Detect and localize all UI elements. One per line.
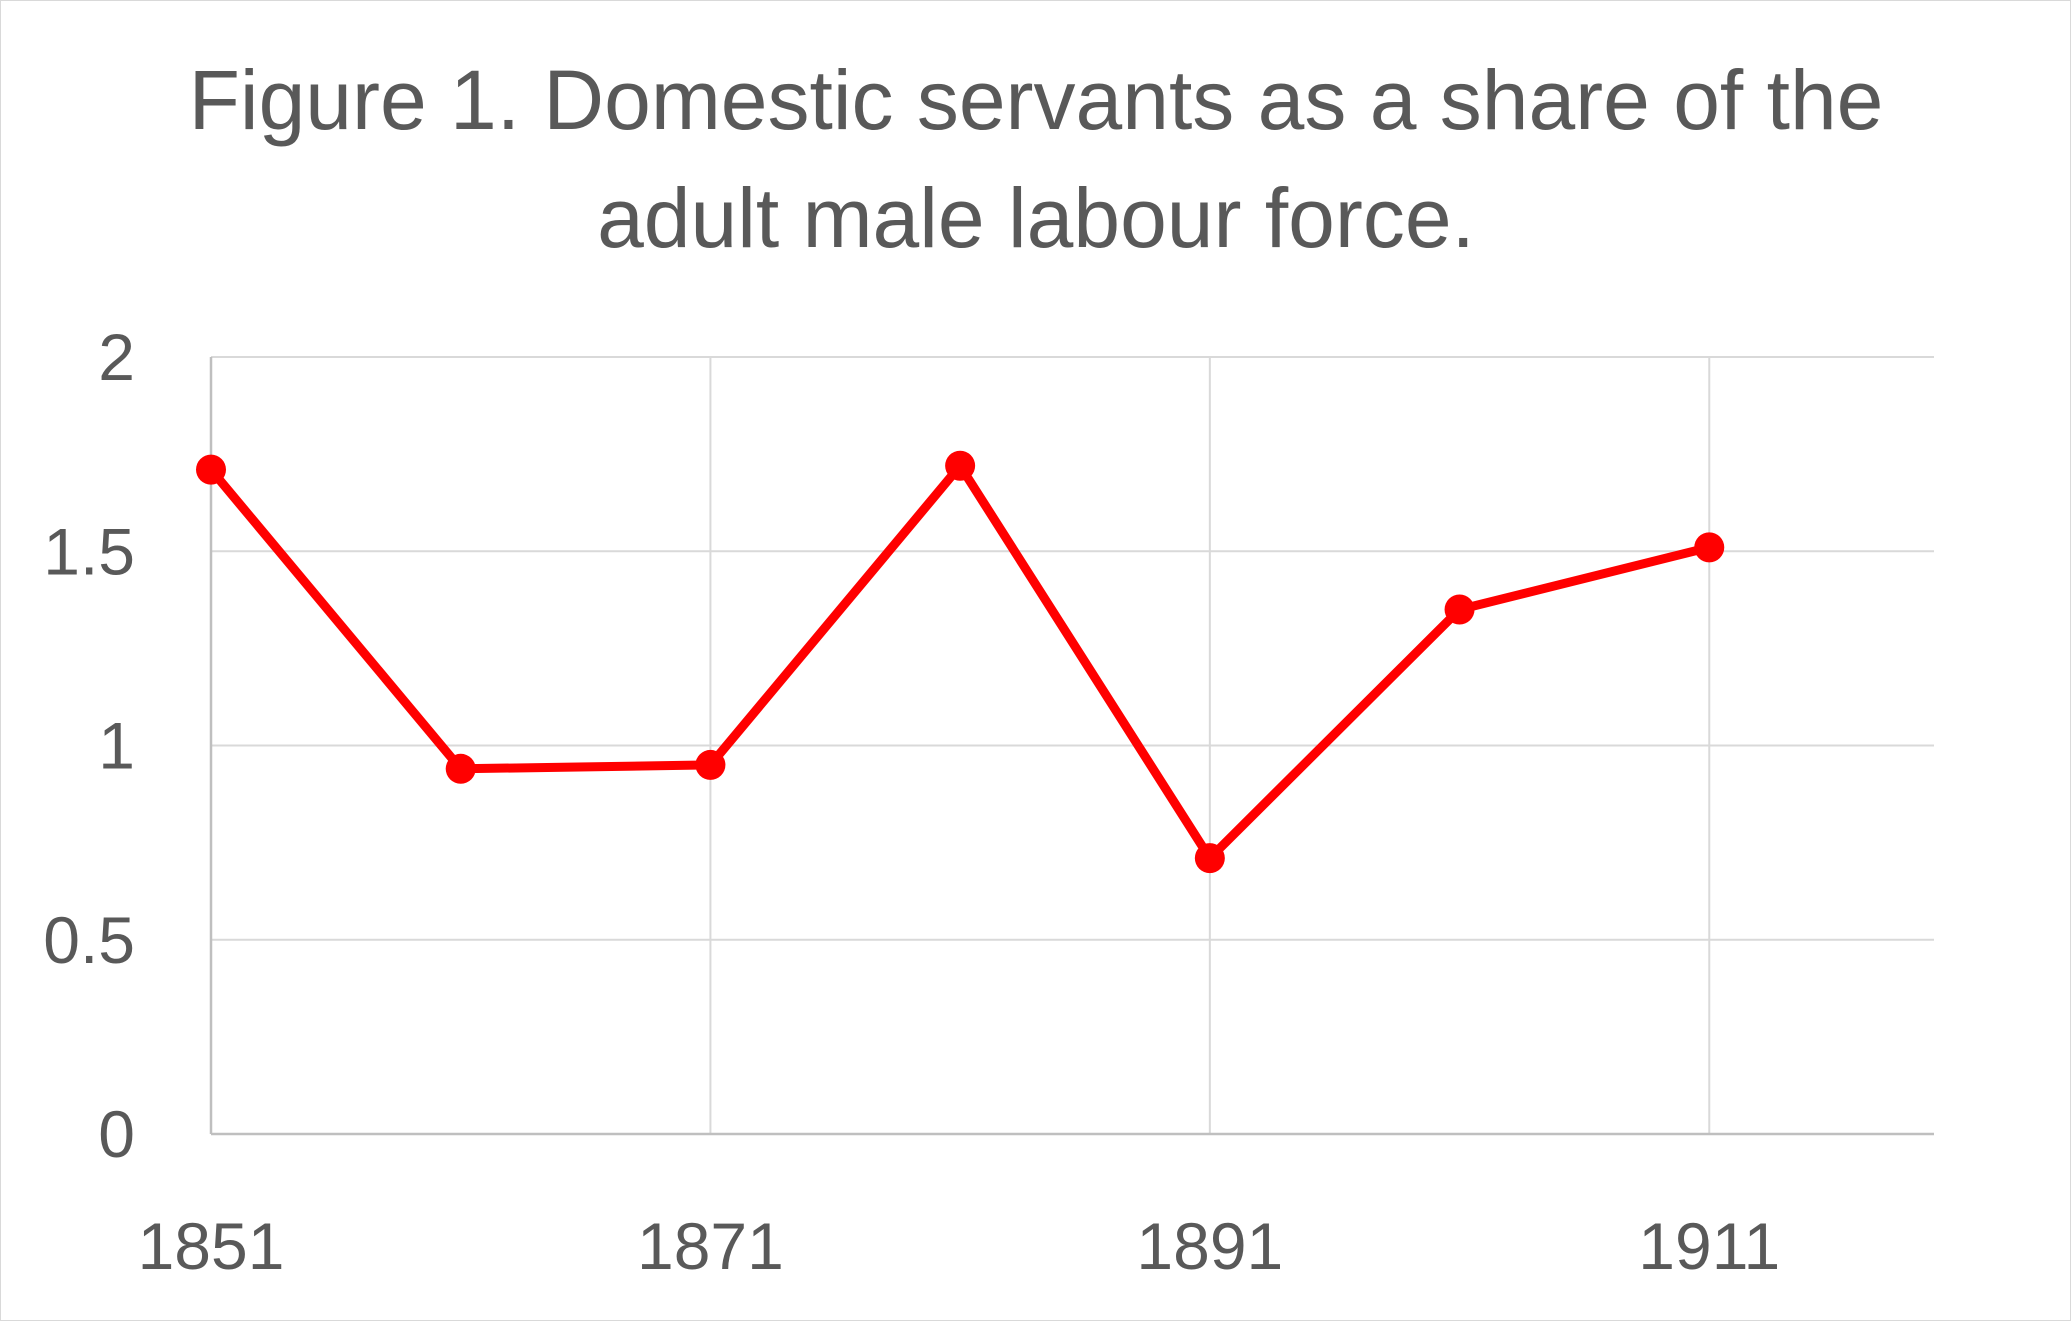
data-point bbox=[1194, 843, 1225, 874]
x-tick-label: 1911 bbox=[1638, 1209, 1780, 1283]
x-tick-label: 1871 bbox=[637, 1209, 784, 1283]
chart-title: Figure 1. Domestic servants as a share o… bbox=[188, 53, 1884, 265]
axes bbox=[209, 357, 1934, 1136]
data-point bbox=[445, 753, 476, 784]
data-point bbox=[945, 450, 976, 481]
y-tick-label: 0 bbox=[98, 1097, 135, 1171]
data-point bbox=[1694, 532, 1725, 563]
data-point bbox=[695, 749, 726, 780]
y-tick-label: 2 bbox=[98, 320, 135, 394]
gridlines bbox=[211, 356, 1934, 1134]
y-tick-label: 0.5 bbox=[43, 903, 135, 977]
x-tick-label: 1891 bbox=[1136, 1209, 1283, 1283]
data-point bbox=[196, 454, 226, 485]
x-tick-label: 1851 bbox=[138, 1209, 285, 1283]
y-tick-label: 1.5 bbox=[43, 514, 135, 588]
series bbox=[196, 450, 1725, 874]
tick-labels: 0 0.5 1 1.5 2 1851 1871 1891 1911 bbox=[43, 320, 1780, 1283]
series-line bbox=[206, 461, 1714, 863]
y-tick-label: 1 bbox=[98, 709, 135, 783]
data-point bbox=[1444, 594, 1475, 625]
